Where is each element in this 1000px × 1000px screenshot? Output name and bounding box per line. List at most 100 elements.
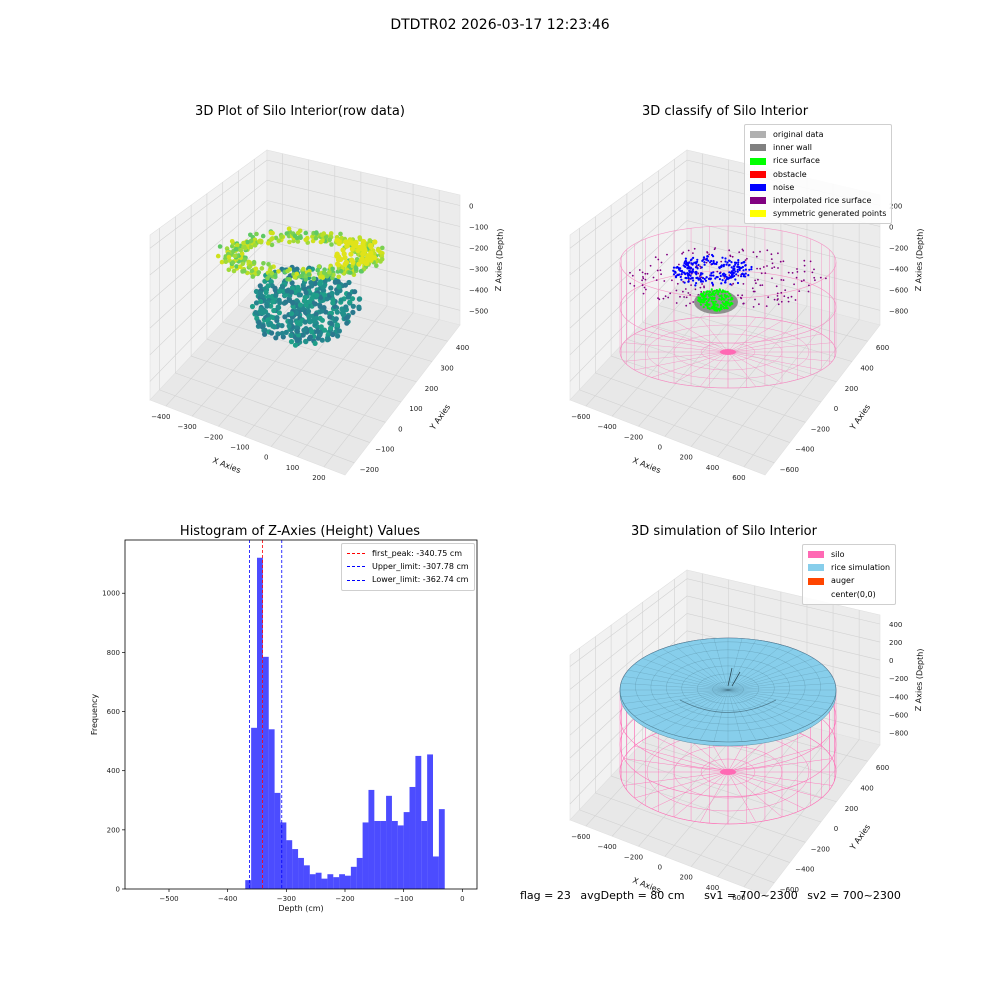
x-grid-line (638, 292, 756, 427)
noise-point (729, 283, 732, 286)
x-grid-line (690, 725, 808, 867)
histogram-bar (321, 878, 328, 889)
y-axis-label: Y Axies (428, 403, 453, 433)
legend-label: Lower_limit: -362.74 cm (372, 575, 469, 585)
data-point (343, 304, 349, 310)
legend-swatch (750, 197, 766, 205)
noise-point (695, 271, 698, 274)
z-tick-label: 0 (889, 657, 893, 665)
noise-point (728, 259, 731, 262)
x-tick-label: −600 (571, 833, 590, 841)
noise-point (699, 273, 702, 276)
rice-mesh-spoke (713, 638, 729, 691)
rice-mesh-spoke (727, 658, 814, 691)
interpolated-point (752, 306, 755, 308)
rice-surface-point (726, 307, 729, 310)
data-point (240, 261, 246, 267)
data-point (269, 242, 275, 248)
noise-point (724, 281, 727, 284)
data-point (340, 247, 346, 253)
x-grid-line (191, 285, 309, 417)
x-tick-label: −200 (624, 433, 643, 441)
rice-surface-point (704, 294, 707, 298)
data-point (310, 238, 316, 244)
noise-point (690, 262, 693, 265)
data-point (365, 253, 371, 259)
interpolated-point (777, 267, 779, 269)
y-grid-line (206, 338, 402, 403)
interpolated-point (687, 292, 690, 294)
data-point (253, 300, 260, 306)
data-point (335, 279, 341, 285)
x-grid-line (297, 312, 414, 457)
noise-point (722, 272, 726, 275)
rice-mesh-spoke (727, 683, 836, 691)
legend-entry: center(0,0) (808, 588, 890, 601)
data-point (273, 292, 279, 298)
legend-swatch (750, 210, 766, 218)
data-point (329, 290, 335, 296)
y-tick-label: −100 (375, 446, 394, 454)
silo-center-mark (720, 769, 736, 775)
data-point (297, 292, 303, 298)
noise-point (687, 276, 690, 280)
interpolated-point (803, 270, 806, 273)
data-point (253, 266, 259, 272)
rice-mesh-spoke (623, 676, 729, 691)
data-point (269, 330, 275, 336)
legend-swatch (808, 577, 824, 585)
legend-swatch (750, 157, 766, 165)
y-axis-label: Y Axies (848, 823, 873, 853)
data-point (318, 324, 324, 330)
data-point (336, 274, 342, 280)
x-tick-label: −200 (204, 433, 223, 441)
legend-entry: auger (808, 574, 890, 587)
data-point (348, 251, 354, 257)
interpolated-point (687, 279, 690, 281)
data-point (349, 296, 356, 302)
interpolated-point (741, 248, 744, 251)
interpolated-point (800, 280, 803, 283)
legend-label: rice surface (773, 156, 820, 166)
panel2-legend: original data inner wall rice surface obsta… (744, 124, 893, 225)
rice-surface-point (712, 297, 715, 300)
noise-point (679, 267, 682, 270)
rice-surface-point (702, 297, 705, 300)
noise-point (744, 264, 747, 267)
rice-surface-point (721, 305, 725, 308)
z-grid-line (149, 200, 461, 302)
data-point (349, 257, 355, 263)
interpolated-point (782, 260, 785, 263)
x-axis-label: Depth (cm) (278, 904, 323, 913)
histogram-bar (286, 840, 293, 889)
y-grid-line (579, 809, 775, 884)
rice-surface-point (713, 294, 716, 297)
noise-point (730, 261, 733, 264)
data-point (247, 263, 253, 269)
data-point (306, 299, 313, 305)
interpolated-point (808, 284, 810, 287)
y-tick-label: −600 (780, 466, 799, 474)
data-point (232, 253, 238, 259)
noise-point (684, 257, 688, 260)
interpolated-point (629, 271, 631, 274)
data-point (344, 320, 350, 326)
noise-point (720, 282, 723, 285)
data-point (256, 320, 262, 326)
data-point (265, 317, 271, 323)
interpolated-point (780, 291, 783, 294)
rice-mesh-spoke (642, 689, 729, 722)
rice-surface-point (731, 298, 734, 301)
noise-point (728, 271, 731, 274)
interpolated-point (683, 296, 685, 298)
histogram-bar (268, 729, 275, 889)
noise-point (731, 273, 734, 276)
x-grid-line (717, 312, 834, 457)
interpolated-point (700, 291, 703, 293)
noise-point (719, 274, 722, 278)
data-point (319, 308, 325, 314)
rice-mesh-spoke (727, 689, 828, 711)
noise-point (737, 259, 740, 262)
rice-surface-point (706, 306, 709, 310)
interpolated-point (694, 288, 697, 291)
